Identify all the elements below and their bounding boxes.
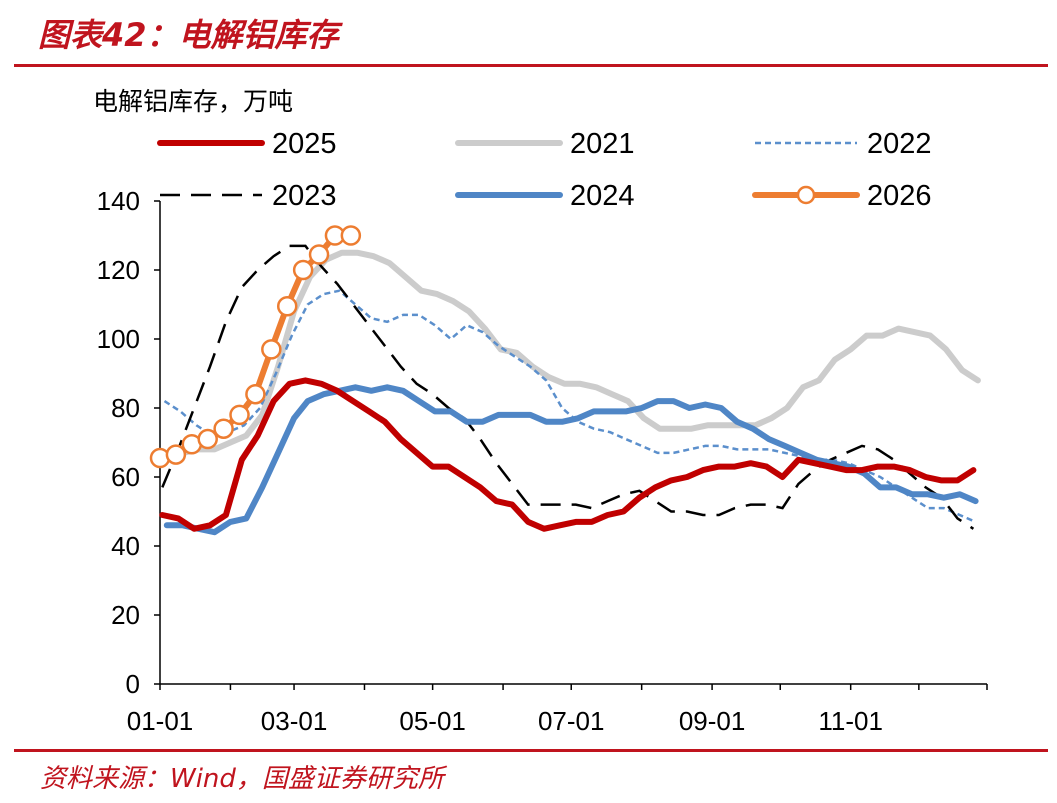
series-point-2026 [308,244,330,265]
x-tick-label: 05-01 [399,706,466,736]
series-point-2026 [276,295,298,317]
legend-item-2022: 2022 [755,128,932,160]
series-point-2026 [245,383,266,405]
x-tick-label: 03-01 [261,706,328,736]
series-point-2026 [261,339,282,360]
series-line-2021 [163,249,981,460]
chart-legend: 2025 2021 2022 2023 2024 2026 [157,128,932,212]
y-tick-label: 40 [111,531,140,561]
legend-label: 2021 [570,128,635,160]
x-tick-label: 09-01 [679,706,746,736]
legend-item-2021: 2021 [455,128,635,160]
figure-title: 图表42：电解铝库存 [38,16,339,54]
series-point-2026 [165,444,187,465]
series-point-2026 [229,404,250,426]
x-tick-label: 01-01 [127,706,194,736]
series-layer [149,225,981,536]
legend-label: 2026 [867,180,932,212]
series-line-2024 [163,384,979,536]
legend-marker [796,185,816,205]
y-tick-label: 100 [97,324,140,354]
legend-item-2023: 2023 [160,180,337,212]
series-point-2026 [213,418,234,439]
source-divider [14,749,1048,752]
chart-axes: 0 20 40 60 80 100 120 140 01-01 03-01 05-01 07-01 09… [97,186,988,736]
series-line-2023 [161,244,975,530]
series-line-2025 [159,377,977,532]
y-tick-label: 20 [111,600,140,630]
series-point-2026 [340,225,362,246]
y-tick-label: 0 [126,669,140,699]
legend-label: 2024 [570,180,635,212]
legend-item-2025: 2025 [157,128,337,160]
y-tick-label: 80 [111,393,140,423]
x-tick-label: 07-01 [538,706,605,736]
series-point-2026 [197,428,218,450]
legend-item-2026: 2026 [752,180,932,212]
y-tick-label: 120 [97,255,140,285]
legend-label: 2025 [272,128,337,160]
y-axis-label: 电解铝库存，万吨 [93,88,293,116]
source-note: 资料来源：Wind，国盛证券研究所 [40,764,444,794]
series-line-2022 [163,289,977,524]
legend-item-2024: 2024 [455,180,635,212]
y-tick-label: 140 [97,186,140,216]
legend-label: 2023 [272,180,337,212]
x-tick-label: 11-01 [818,706,883,736]
legend-label: 2022 [867,128,932,160]
title-divider [14,64,1048,67]
series-point-2026 [292,259,314,281]
y-tick-label: 60 [111,462,140,492]
